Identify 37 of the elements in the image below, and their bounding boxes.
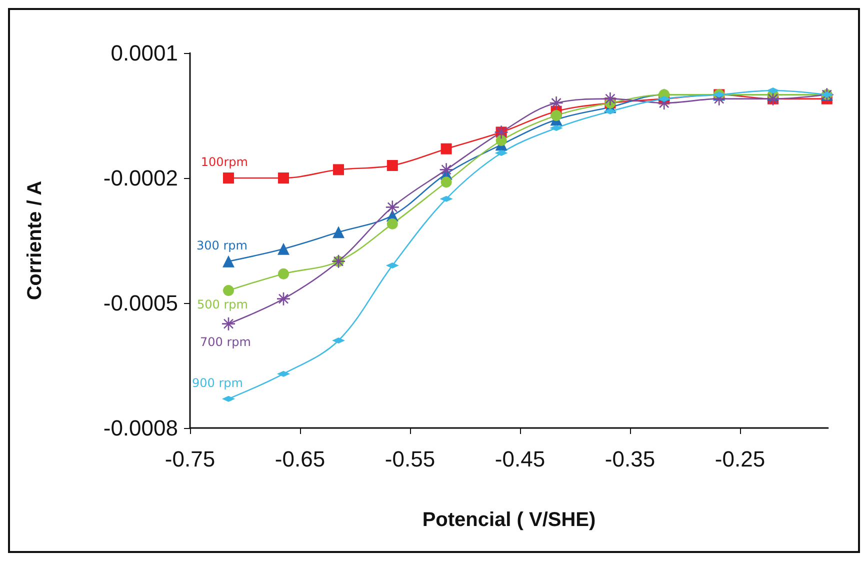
point — [440, 143, 452, 154]
point — [223, 285, 234, 296]
point — [496, 135, 507, 146]
series-label: 100rpm — [200, 155, 248, 169]
point — [278, 172, 289, 184]
x-tick-label: -0.55 — [384, 446, 436, 472]
x-tick-label: -0.75 — [164, 446, 216, 472]
x-tick-label: -0.35 — [604, 446, 656, 472]
point — [223, 172, 234, 184]
point — [440, 176, 452, 188]
point — [333, 164, 344, 176]
x-tick-label: -0.45 — [494, 446, 546, 472]
x-tick-label: -0.65 — [274, 446, 326, 472]
y-axis-title: Corriente / A — [24, 180, 46, 300]
x-tick-label: -0.25 — [714, 446, 766, 472]
point — [277, 292, 290, 306]
point — [386, 218, 398, 230]
series-label: 300 rpm — [196, 238, 248, 252]
point — [332, 226, 344, 238]
point — [440, 163, 453, 176]
y-tick-label: -0.0005 — [103, 290, 178, 316]
point — [604, 92, 617, 106]
y-tick-label: -0.0008 — [103, 416, 178, 440]
point — [278, 242, 290, 255]
point — [550, 110, 562, 121]
x-axis-title: Potencial ( V/SHE) — [422, 509, 596, 531]
point — [550, 96, 563, 110]
point — [222, 317, 235, 330]
point — [386, 200, 399, 214]
point — [278, 268, 289, 280]
y-tick-label: 0.0001 — [110, 40, 178, 66]
point — [386, 160, 398, 171]
y-tick-label: -0.0002 — [103, 166, 178, 190]
series-label: 900 rpm — [192, 376, 243, 390]
series-label: 700 rpm — [200, 334, 251, 349]
point — [222, 255, 234, 268]
series-label: 500 rpm — [197, 298, 248, 312]
